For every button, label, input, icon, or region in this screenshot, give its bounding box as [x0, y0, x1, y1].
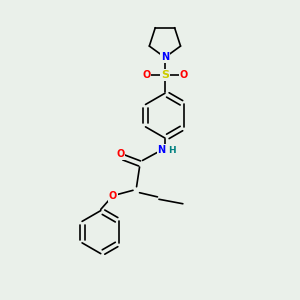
Text: O: O	[116, 149, 124, 160]
Text: N: N	[161, 52, 169, 62]
Text: O: O	[142, 70, 151, 80]
Text: S: S	[161, 70, 169, 80]
Text: H: H	[168, 146, 175, 154]
Text: N: N	[157, 145, 165, 155]
Text: O: O	[109, 191, 117, 201]
Text: O: O	[179, 70, 188, 80]
